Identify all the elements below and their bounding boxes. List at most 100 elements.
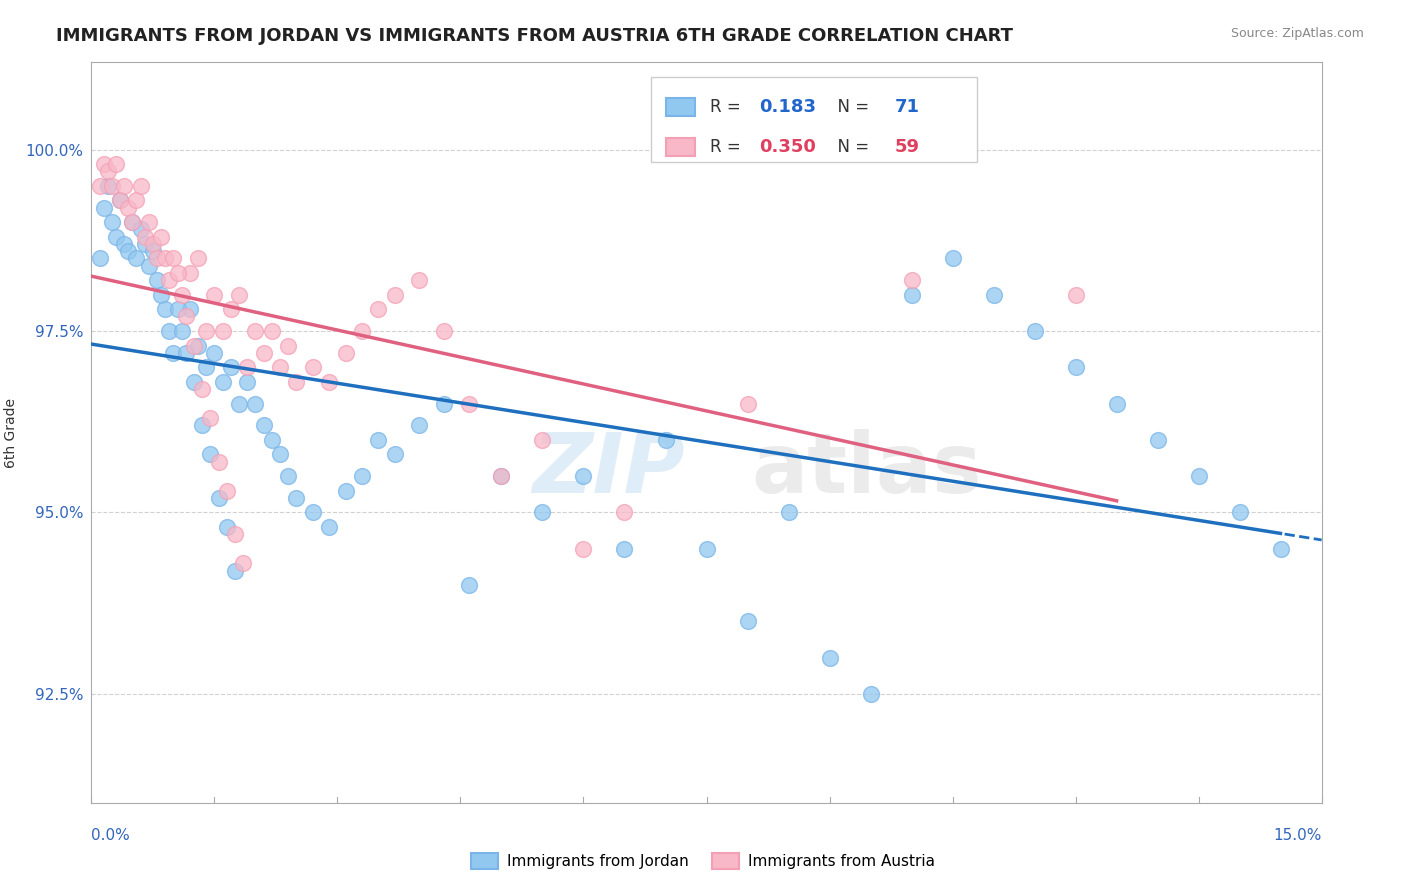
Point — [384, 287, 406, 301]
Point — [1024, 324, 1046, 338]
Point — [859, 687, 882, 701]
Point — [162, 345, 184, 359]
Text: 59: 59 — [894, 138, 920, 156]
Point — [260, 324, 283, 338]
Point — [269, 447, 291, 461]
Point — [108, 194, 131, 208]
Point — [97, 164, 120, 178]
FancyBboxPatch shape — [666, 98, 696, 116]
Point — [232, 556, 254, 570]
Point — [105, 229, 127, 244]
Point — [457, 396, 479, 410]
Point — [335, 345, 357, 359]
Point — [138, 259, 160, 273]
Text: N =: N = — [827, 138, 875, 156]
Point — [117, 201, 139, 215]
Point — [1064, 360, 1087, 375]
Point — [174, 310, 197, 324]
Point — [146, 252, 169, 266]
Point — [89, 178, 111, 193]
Point — [1105, 396, 1128, 410]
Text: 71: 71 — [894, 98, 920, 116]
Point — [207, 491, 229, 505]
Point — [157, 324, 180, 338]
Point — [108, 194, 131, 208]
Text: 0.183: 0.183 — [759, 98, 817, 116]
Point — [195, 324, 218, 338]
Point — [900, 273, 922, 287]
Point — [219, 360, 242, 375]
Point — [277, 338, 299, 352]
Point — [134, 236, 156, 251]
Point — [215, 520, 238, 534]
Point — [491, 469, 513, 483]
Text: ZIP: ZIP — [531, 429, 685, 510]
Point — [572, 541, 595, 556]
Point — [236, 360, 259, 375]
Point — [211, 324, 233, 338]
Point — [142, 244, 165, 259]
Point — [125, 194, 148, 208]
Text: 0.0%: 0.0% — [91, 828, 131, 843]
Point — [101, 178, 124, 193]
Point — [350, 469, 373, 483]
Text: atlas: atlas — [751, 429, 981, 510]
Point — [121, 215, 143, 229]
Point — [301, 506, 323, 520]
Y-axis label: 6th Grade: 6th Grade — [4, 398, 18, 467]
Point — [200, 411, 222, 425]
Point — [1064, 287, 1087, 301]
Point — [101, 215, 124, 229]
Point — [384, 447, 406, 461]
Point — [260, 433, 283, 447]
Point — [138, 215, 160, 229]
Point — [125, 252, 148, 266]
Point — [219, 302, 242, 317]
Point — [166, 266, 188, 280]
Point — [162, 252, 184, 266]
Point — [350, 324, 373, 338]
Point — [1229, 506, 1251, 520]
Point — [187, 252, 209, 266]
Point — [236, 375, 259, 389]
Text: R =: R = — [710, 138, 747, 156]
Point — [112, 236, 135, 251]
Point — [183, 338, 205, 352]
Point — [408, 418, 430, 433]
Point — [179, 266, 201, 280]
Legend: Immigrants from Jordan, Immigrants from Austria: Immigrants from Jordan, Immigrants from … — [464, 847, 942, 875]
Point — [1187, 469, 1209, 483]
Point — [187, 338, 209, 352]
Point — [105, 157, 127, 171]
Point — [367, 433, 389, 447]
Text: Source: ZipAtlas.com: Source: ZipAtlas.com — [1230, 27, 1364, 40]
Point — [1270, 541, 1292, 556]
Point — [153, 302, 177, 317]
Point — [166, 302, 188, 317]
Point — [367, 302, 389, 317]
Point — [93, 157, 115, 171]
Text: N =: N = — [827, 98, 875, 116]
Text: 0.350: 0.350 — [759, 138, 817, 156]
FancyBboxPatch shape — [666, 138, 696, 156]
Point — [285, 491, 308, 505]
Point — [207, 455, 229, 469]
Point — [253, 418, 276, 433]
Point — [117, 244, 139, 259]
Text: IMMIGRANTS FROM JORDAN VS IMMIGRANTS FROM AUSTRIA 6TH GRADE CORRELATION CHART: IMMIGRANTS FROM JORDAN VS IMMIGRANTS FRO… — [56, 27, 1014, 45]
Point — [613, 506, 636, 520]
Point — [211, 375, 233, 389]
FancyBboxPatch shape — [651, 78, 977, 162]
Point — [129, 222, 152, 236]
Point — [170, 324, 193, 338]
Point — [737, 615, 759, 629]
Point — [245, 396, 267, 410]
Point — [157, 273, 180, 287]
Point — [433, 324, 456, 338]
Point — [983, 287, 1005, 301]
Point — [202, 345, 225, 359]
Point — [195, 360, 218, 375]
Text: 15.0%: 15.0% — [1274, 828, 1322, 843]
Point — [253, 345, 276, 359]
Point — [491, 469, 513, 483]
